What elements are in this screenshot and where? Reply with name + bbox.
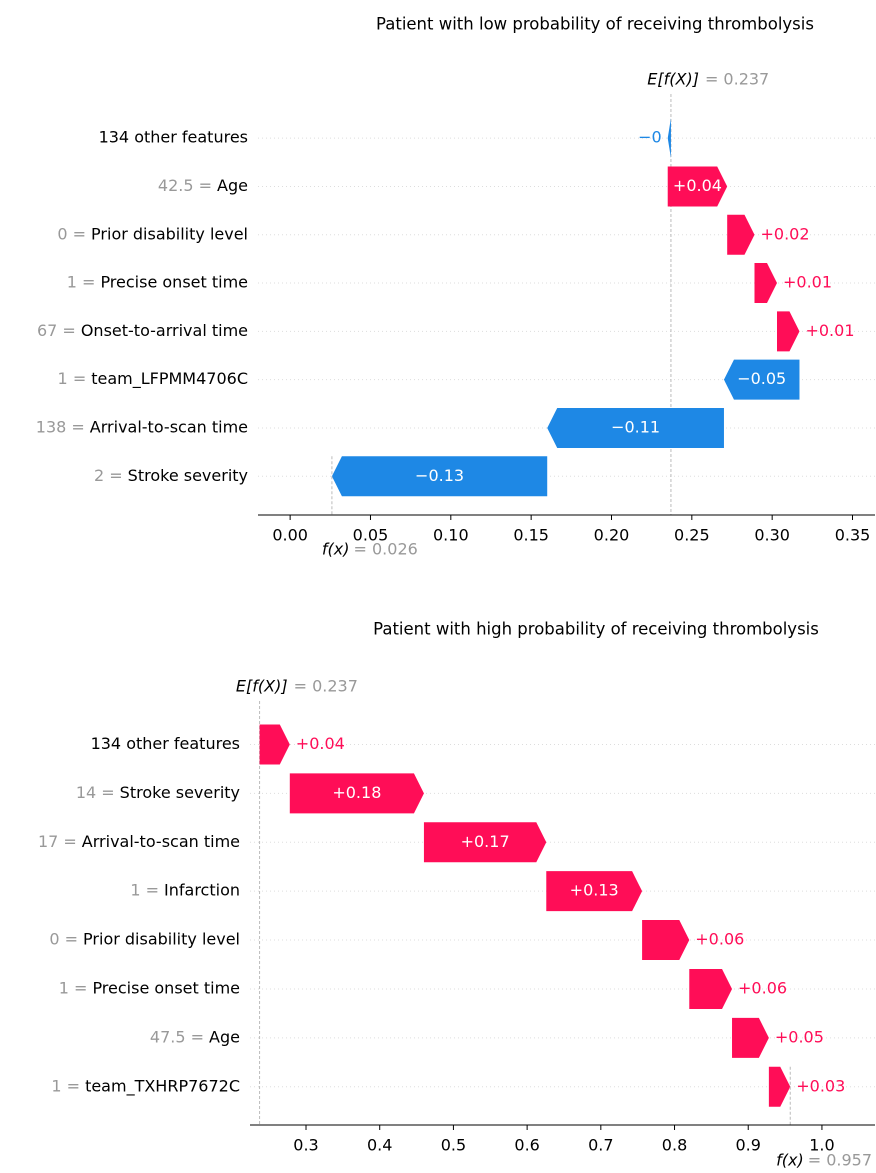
feature-name: Onset-to-arrival time: [81, 321, 248, 340]
feature-name: Age: [209, 1027, 240, 1046]
value-label: +0.17: [461, 832, 510, 851]
bar: [546, 871, 643, 912]
value-label: +0.02: [760, 224, 809, 243]
bar: [754, 263, 777, 304]
x-tick-label: 0.00: [272, 526, 308, 545]
value-label: +0.01: [805, 321, 854, 340]
feature-value: 1 =: [59, 978, 88, 997]
feature-name: Stroke severity: [128, 466, 248, 485]
x-tick-label: 0.3: [293, 1136, 318, 1155]
x-tick-label: 0.10: [433, 526, 469, 545]
output-label: f(x): [322, 540, 350, 559]
x-tick-label: 0.6: [514, 1136, 539, 1155]
feature-value: 2 =: [94, 466, 123, 485]
feature-name: team_TXHRP7672C: [85, 1076, 240, 1096]
bar: [331, 456, 548, 497]
feature-value: 67 =: [37, 321, 76, 340]
bar: [259, 724, 290, 765]
base-label: E[f(X)]: [647, 70, 699, 89]
feature-value: 1 =: [58, 369, 87, 388]
bar: [689, 968, 733, 1009]
feature-name: Arrival-to-scan time: [90, 417, 248, 436]
bar: [732, 1017, 769, 1058]
feature-name: Precise onset time: [92, 978, 240, 997]
bar: [723, 359, 800, 400]
bar: [547, 407, 724, 448]
value-label: +0.06: [738, 978, 787, 997]
x-tick-label: 0.05: [353, 526, 389, 545]
feature-name: Age: [217, 176, 248, 195]
feature-value: 0 =: [57, 224, 86, 243]
x-tick-label: 0.25: [674, 526, 710, 545]
value-label: +0.01: [783, 273, 832, 292]
feature-value: 1 =: [130, 881, 159, 900]
feature-name: Prior disability level: [83, 930, 240, 949]
base-value-label: = 0.237: [294, 677, 358, 696]
value-label: +0.05: [775, 1027, 824, 1046]
feature-value: 47.5 =: [150, 1027, 204, 1046]
chart-title: Patient with low probability of receivin…: [376, 15, 814, 34]
value-label: +0.06: [695, 930, 744, 949]
x-tick-label: 0.15: [513, 526, 549, 545]
bar: [727, 214, 755, 255]
feature-name: Prior disability level: [91, 224, 248, 243]
value-label: −0.13: [415, 466, 464, 485]
x-tick-label: 0.4: [367, 1136, 392, 1155]
value-label: +0.03: [796, 1076, 845, 1095]
value-label: −0.11: [611, 417, 660, 436]
bar: [776, 311, 800, 352]
x-tick-label: 1.0: [809, 1136, 834, 1155]
feature-name: Arrival-to-scan time: [82, 832, 240, 851]
output-label: f(x): [776, 1151, 804, 1170]
feature-value: 138 =: [36, 417, 85, 436]
feature-value: 14 =: [76, 783, 115, 802]
value-label: +0.13: [570, 881, 619, 900]
base-label: E[f(X)]: [236, 677, 288, 696]
bar: [642, 920, 690, 961]
value-label: +0.04: [673, 176, 722, 195]
output-value-label: = 0.026: [354, 540, 418, 559]
value-label: −0.05: [737, 369, 786, 388]
base-value-label: = 0.237: [705, 70, 769, 89]
feature-value: 17 =: [38, 832, 77, 851]
chart-title: Patient with high probability of receivi…: [373, 620, 819, 639]
feature-name: 134 other features: [91, 734, 240, 753]
feature-name: Infarction: [164, 881, 240, 900]
feature-value: 42.5 =: [158, 176, 212, 195]
feature-name: team_LFPMM4706C: [91, 369, 248, 389]
feature-name: 134 other features: [99, 128, 248, 147]
x-tick-label: 0.30: [754, 526, 790, 545]
feature-name: Stroke severity: [120, 783, 240, 802]
x-tick-label: 0.8: [662, 1136, 687, 1155]
feature-value: 1 =: [51, 1076, 80, 1095]
feature-value: 0 =: [49, 930, 78, 949]
value-label: +0.04: [296, 734, 345, 753]
x-tick-label: 0.35: [835, 526, 871, 545]
x-tick-label: 0.7: [588, 1136, 613, 1155]
bar: [667, 118, 671, 159]
x-tick-label: 0.20: [594, 526, 630, 545]
feature-name: Precise onset time: [100, 273, 248, 292]
x-tick-label: 0.9: [736, 1136, 761, 1155]
bar: [423, 822, 547, 863]
output-value-label: = 0.957: [808, 1151, 872, 1170]
bar: [667, 166, 728, 207]
bar: [768, 1066, 791, 1107]
value-label: −0: [638, 128, 662, 147]
value-label: +0.18: [332, 783, 381, 802]
x-tick-label: 0.5: [441, 1136, 466, 1155]
feature-value: 1 =: [67, 273, 96, 292]
bar: [289, 773, 424, 814]
